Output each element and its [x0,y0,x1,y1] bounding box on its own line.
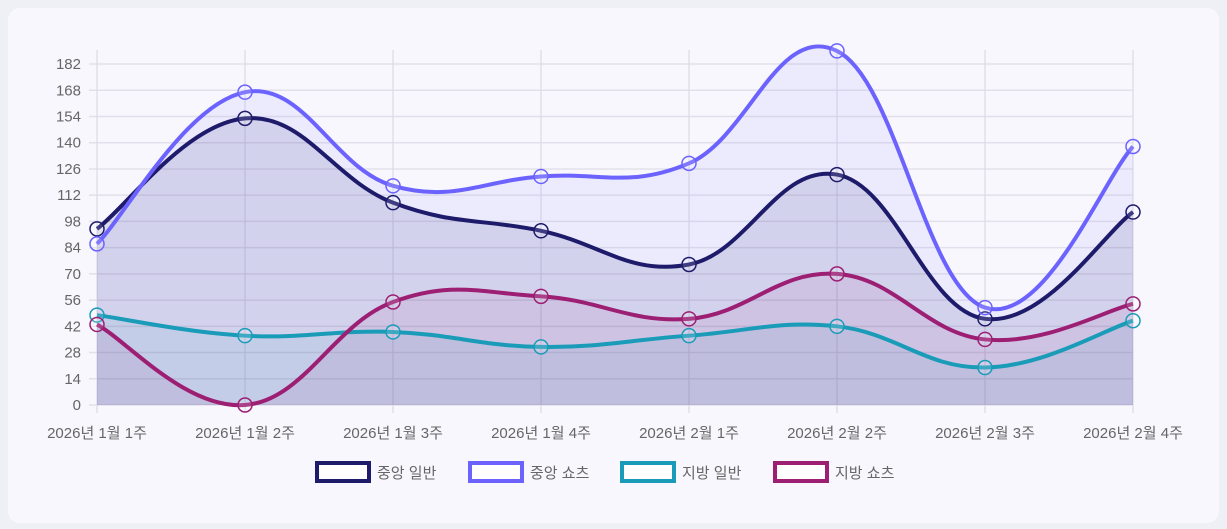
x-tick-label: 2026년 1월 4주 [491,425,591,442]
x-tick-label: 2026년 2월 1주 [639,425,739,442]
series-line [95,116,1135,322]
data-point [89,236,105,252]
y-tick-label: 168 [56,82,81,99]
data-point [977,311,993,327]
data-point [681,155,697,172]
data-point [533,339,549,355]
y-tick-label: 14 [64,371,81,388]
x-tick-label: 2026년 1월 2주 [195,425,295,442]
y-tick-label: 154 [56,109,81,126]
y-tick-label: 56 [64,292,81,309]
series-line [96,271,1134,408]
legend-label: 지방 쇼츠 [835,465,895,482]
data-point [385,324,401,340]
series-line [96,313,1134,370]
x-tick-label: 2026년 2월 3주 [935,425,1035,442]
data-point [1125,312,1141,329]
data-point [681,311,697,327]
data-point [237,84,253,100]
data-point [533,223,549,239]
y-tick-label: 98 [64,213,81,230]
legend-label: 중앙 일반 [377,465,437,482]
data-point [829,318,845,335]
data-point [533,288,549,305]
data-point [977,331,993,348]
y-tick-label: 28 [64,345,81,362]
y-tick-label: 112 [57,187,81,204]
series-area [97,273,1133,406]
legend-label: 중앙 쇼츠 [530,465,590,482]
data-point [977,359,993,376]
data-point [1125,204,1141,220]
legend-swatch [773,461,829,483]
legend-swatch [620,461,676,483]
data-point [237,397,253,413]
data-point [533,168,549,185]
data-point [1125,138,1141,155]
data-point [681,256,697,273]
y-tick-label: 0 [73,397,81,414]
data-point [1125,296,1141,312]
x-tick-label: 2026년 2월 2주 [787,425,887,442]
data-point [237,110,253,127]
data-point [385,194,401,211]
x-tick-label: 2026년 1월 1주 [47,425,147,442]
y-tick-label: 70 [64,266,81,283]
data-point [829,166,845,183]
data-point [829,43,845,59]
y-tick-label: 182 [56,56,81,73]
data-point [89,221,105,237]
legend-label: 지방 일반 [682,465,742,482]
y-tick-label: 42 [64,318,81,335]
chart-card [8,8,1219,523]
x-tick-label: 2026년 1월 3주 [343,425,443,442]
data-point [385,178,401,194]
data-point [237,327,253,344]
series-line [95,44,1135,312]
x-tick-label: 2026년 2월 4주 [1083,425,1183,442]
legend-swatch [315,461,371,483]
y-tick-label: 140 [56,135,81,152]
y-tick-label: 84 [64,240,81,257]
data-point [681,327,697,344]
y-tick-label: 126 [56,161,81,178]
data-point [829,266,845,282]
series-area [97,315,1133,405]
data-point [977,299,993,316]
series-area [97,46,1133,405]
legend-swatch [468,461,524,483]
data-point [89,316,105,333]
data-point [385,294,401,310]
